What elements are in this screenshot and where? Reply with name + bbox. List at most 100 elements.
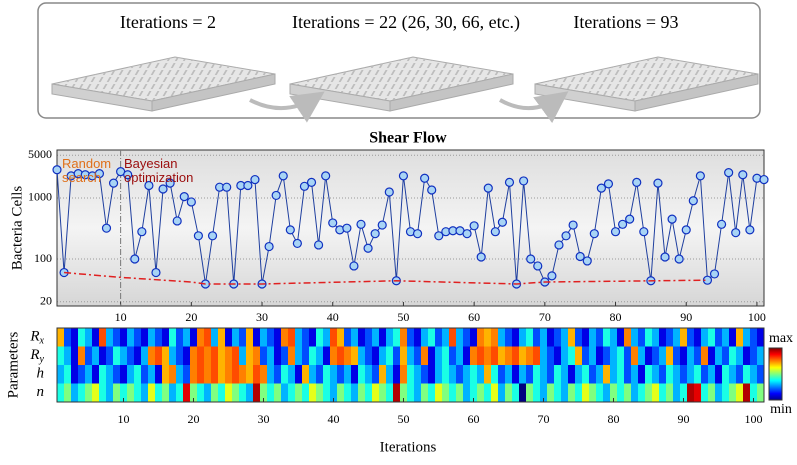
platform xyxy=(289,56,514,112)
heatmap-cell xyxy=(99,365,107,384)
heatmap-cell xyxy=(729,365,737,384)
heatmap-cell xyxy=(512,383,520,403)
data-point xyxy=(377,220,387,230)
heatmap-cell xyxy=(666,346,674,366)
heatmap-cell xyxy=(603,383,611,403)
heatmap-cell xyxy=(449,383,457,403)
heatmap-cell xyxy=(505,365,513,384)
heatmap-cell xyxy=(568,346,576,366)
data-point xyxy=(370,229,380,239)
heatmap-cell xyxy=(722,346,730,366)
heatmap-cell xyxy=(169,328,177,347)
heatmap-cell xyxy=(127,365,135,384)
x-tick-label: 40 xyxy=(328,412,340,426)
heatmap-cell xyxy=(652,346,660,366)
heatmap-cell xyxy=(379,383,387,403)
heatmap-cell xyxy=(645,383,653,403)
heatmap-cell xyxy=(281,328,289,347)
heatmap-cell xyxy=(281,383,289,403)
heatmap-cell xyxy=(757,365,765,384)
heatmap-cell xyxy=(708,365,716,384)
heatmap-cell xyxy=(57,328,65,347)
heatmap-cell xyxy=(680,365,688,384)
heatmap-cell xyxy=(386,346,394,366)
heatmap-cell xyxy=(673,328,681,347)
data-point xyxy=(547,271,557,281)
heatmap-cell xyxy=(722,328,730,347)
heatmap-cell xyxy=(750,383,758,403)
heatmap-cell xyxy=(596,383,604,403)
heatmap-cell xyxy=(372,328,380,347)
heatmap-cell xyxy=(106,346,114,366)
heatmap-cell xyxy=(414,328,422,347)
heatmap-cell xyxy=(323,365,331,384)
heatmap-cell xyxy=(470,346,478,366)
heatmap-cell xyxy=(197,328,205,347)
heatmap-cell xyxy=(694,365,702,384)
heatmap-cell xyxy=(414,365,422,384)
heatmap-cell xyxy=(617,365,625,384)
heatmap-cell xyxy=(302,383,310,403)
heatmap-cell xyxy=(288,328,296,347)
heatmap-cell xyxy=(400,383,408,403)
heatmap-cell xyxy=(323,383,331,403)
heatmap-cell xyxy=(141,328,149,347)
data-point xyxy=(568,220,578,230)
heatmap-cell xyxy=(659,383,667,403)
heatmap-cell xyxy=(694,346,702,366)
heatmap-cell xyxy=(106,365,114,384)
heatmap-cell xyxy=(512,328,520,347)
heatmap-cell xyxy=(386,365,394,384)
heatmap-cell xyxy=(64,346,72,366)
data-point xyxy=(639,227,649,237)
data-point xyxy=(476,252,486,262)
heatmap-cell xyxy=(281,365,289,384)
heatmap-cell xyxy=(386,383,394,403)
data-point xyxy=(384,187,394,197)
heatmap-cell xyxy=(477,328,485,347)
heatmap-cell xyxy=(666,365,674,384)
heatmap-cell xyxy=(512,365,520,384)
heatmap-cell xyxy=(162,383,170,403)
heatmap-cell xyxy=(596,365,604,384)
data-point xyxy=(561,231,571,241)
heatmap-cell xyxy=(197,346,205,366)
heatmap-cell xyxy=(64,383,72,403)
heatmap-cell xyxy=(120,346,128,366)
data-point xyxy=(412,229,423,239)
heatmap-cell xyxy=(701,383,709,403)
colorbar xyxy=(768,347,783,401)
heatmap-cell xyxy=(638,365,646,384)
y-tick-label: 100 xyxy=(34,251,52,265)
heatmap-cell xyxy=(351,346,359,366)
data-point xyxy=(709,269,720,279)
data-point xyxy=(398,171,409,181)
heatmap-cell xyxy=(274,383,282,403)
heatmap-cell xyxy=(190,383,198,403)
heatmap-cell xyxy=(428,346,436,366)
heatmap-cell xyxy=(757,328,765,347)
heatmap-cell xyxy=(631,346,639,366)
heatmap-cell xyxy=(540,383,548,403)
data-point xyxy=(533,261,543,271)
heatmap-cell xyxy=(134,346,142,366)
heatmap-cell xyxy=(673,383,681,403)
x-tick-label: 90 xyxy=(678,412,690,426)
heatmap-cell xyxy=(400,365,408,384)
heatmap-cell xyxy=(379,328,387,347)
data-point xyxy=(632,177,642,187)
heatmap-cell xyxy=(757,346,765,366)
heatmap-cell xyxy=(631,365,639,384)
data-point xyxy=(101,223,112,233)
x-tick-label: 60 xyxy=(468,310,480,324)
heatmap-cell xyxy=(127,328,135,347)
data-point xyxy=(526,254,536,264)
heatmap-cell xyxy=(64,328,72,347)
heatmap-cell xyxy=(554,346,562,366)
heatmap-cell xyxy=(589,346,597,366)
heatmap-cell xyxy=(204,383,212,403)
heatmap-cell xyxy=(561,365,569,384)
heatmap-cell xyxy=(113,346,121,366)
heatmap-cell xyxy=(316,346,324,366)
heatmap-cell xyxy=(435,365,443,384)
